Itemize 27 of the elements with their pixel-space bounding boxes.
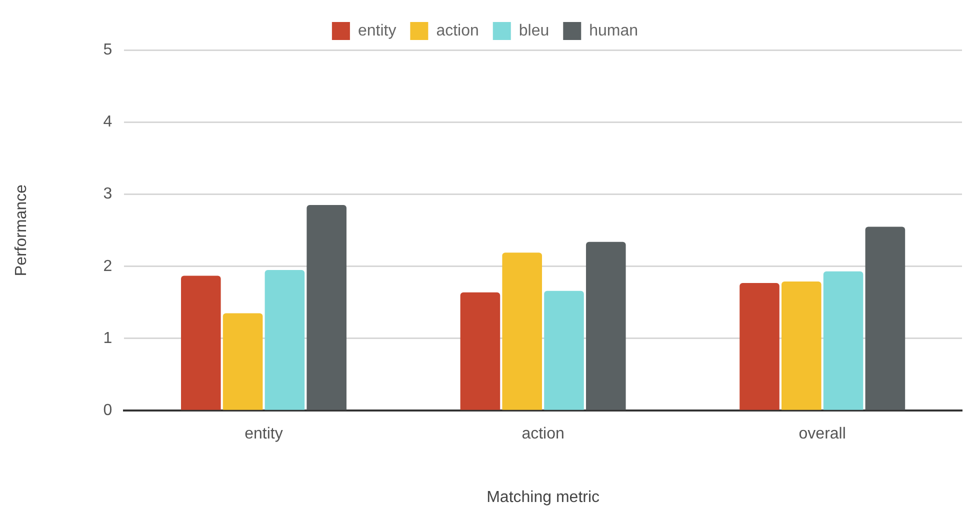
bar — [544, 290, 584, 410]
y-tick-label: 4 — [103, 114, 112, 131]
bar — [740, 282, 780, 410]
y-tick-label: 5 — [103, 41, 112, 58]
x-axis-title: Matching metric — [486, 488, 600, 506]
y-tick-label: 0 — [103, 402, 112, 420]
bar — [264, 270, 305, 410]
x-tick-label: overall — [798, 426, 846, 443]
legend-label: human — [589, 22, 638, 40]
bar — [460, 292, 500, 410]
y-tick-label: 2 — [103, 258, 112, 275]
bar — [586, 242, 626, 410]
bar — [865, 226, 906, 410]
bar — [823, 271, 864, 410]
y-tick-label: 3 — [103, 186, 112, 203]
bar — [502, 252, 542, 410]
y-axis-title: Performance — [13, 184, 30, 276]
bar — [306, 205, 346, 410]
x-tick-label: action — [522, 426, 564, 443]
x-tick-label: entity — [244, 426, 283, 443]
y-tick-label: 1 — [103, 330, 112, 347]
legend-label: bleu — [518, 22, 550, 40]
bar — [181, 276, 221, 410]
legend-label: entity — [358, 22, 396, 40]
legend-label: action — [436, 22, 479, 40]
bar — [782, 282, 822, 410]
bar — [222, 313, 263, 410]
